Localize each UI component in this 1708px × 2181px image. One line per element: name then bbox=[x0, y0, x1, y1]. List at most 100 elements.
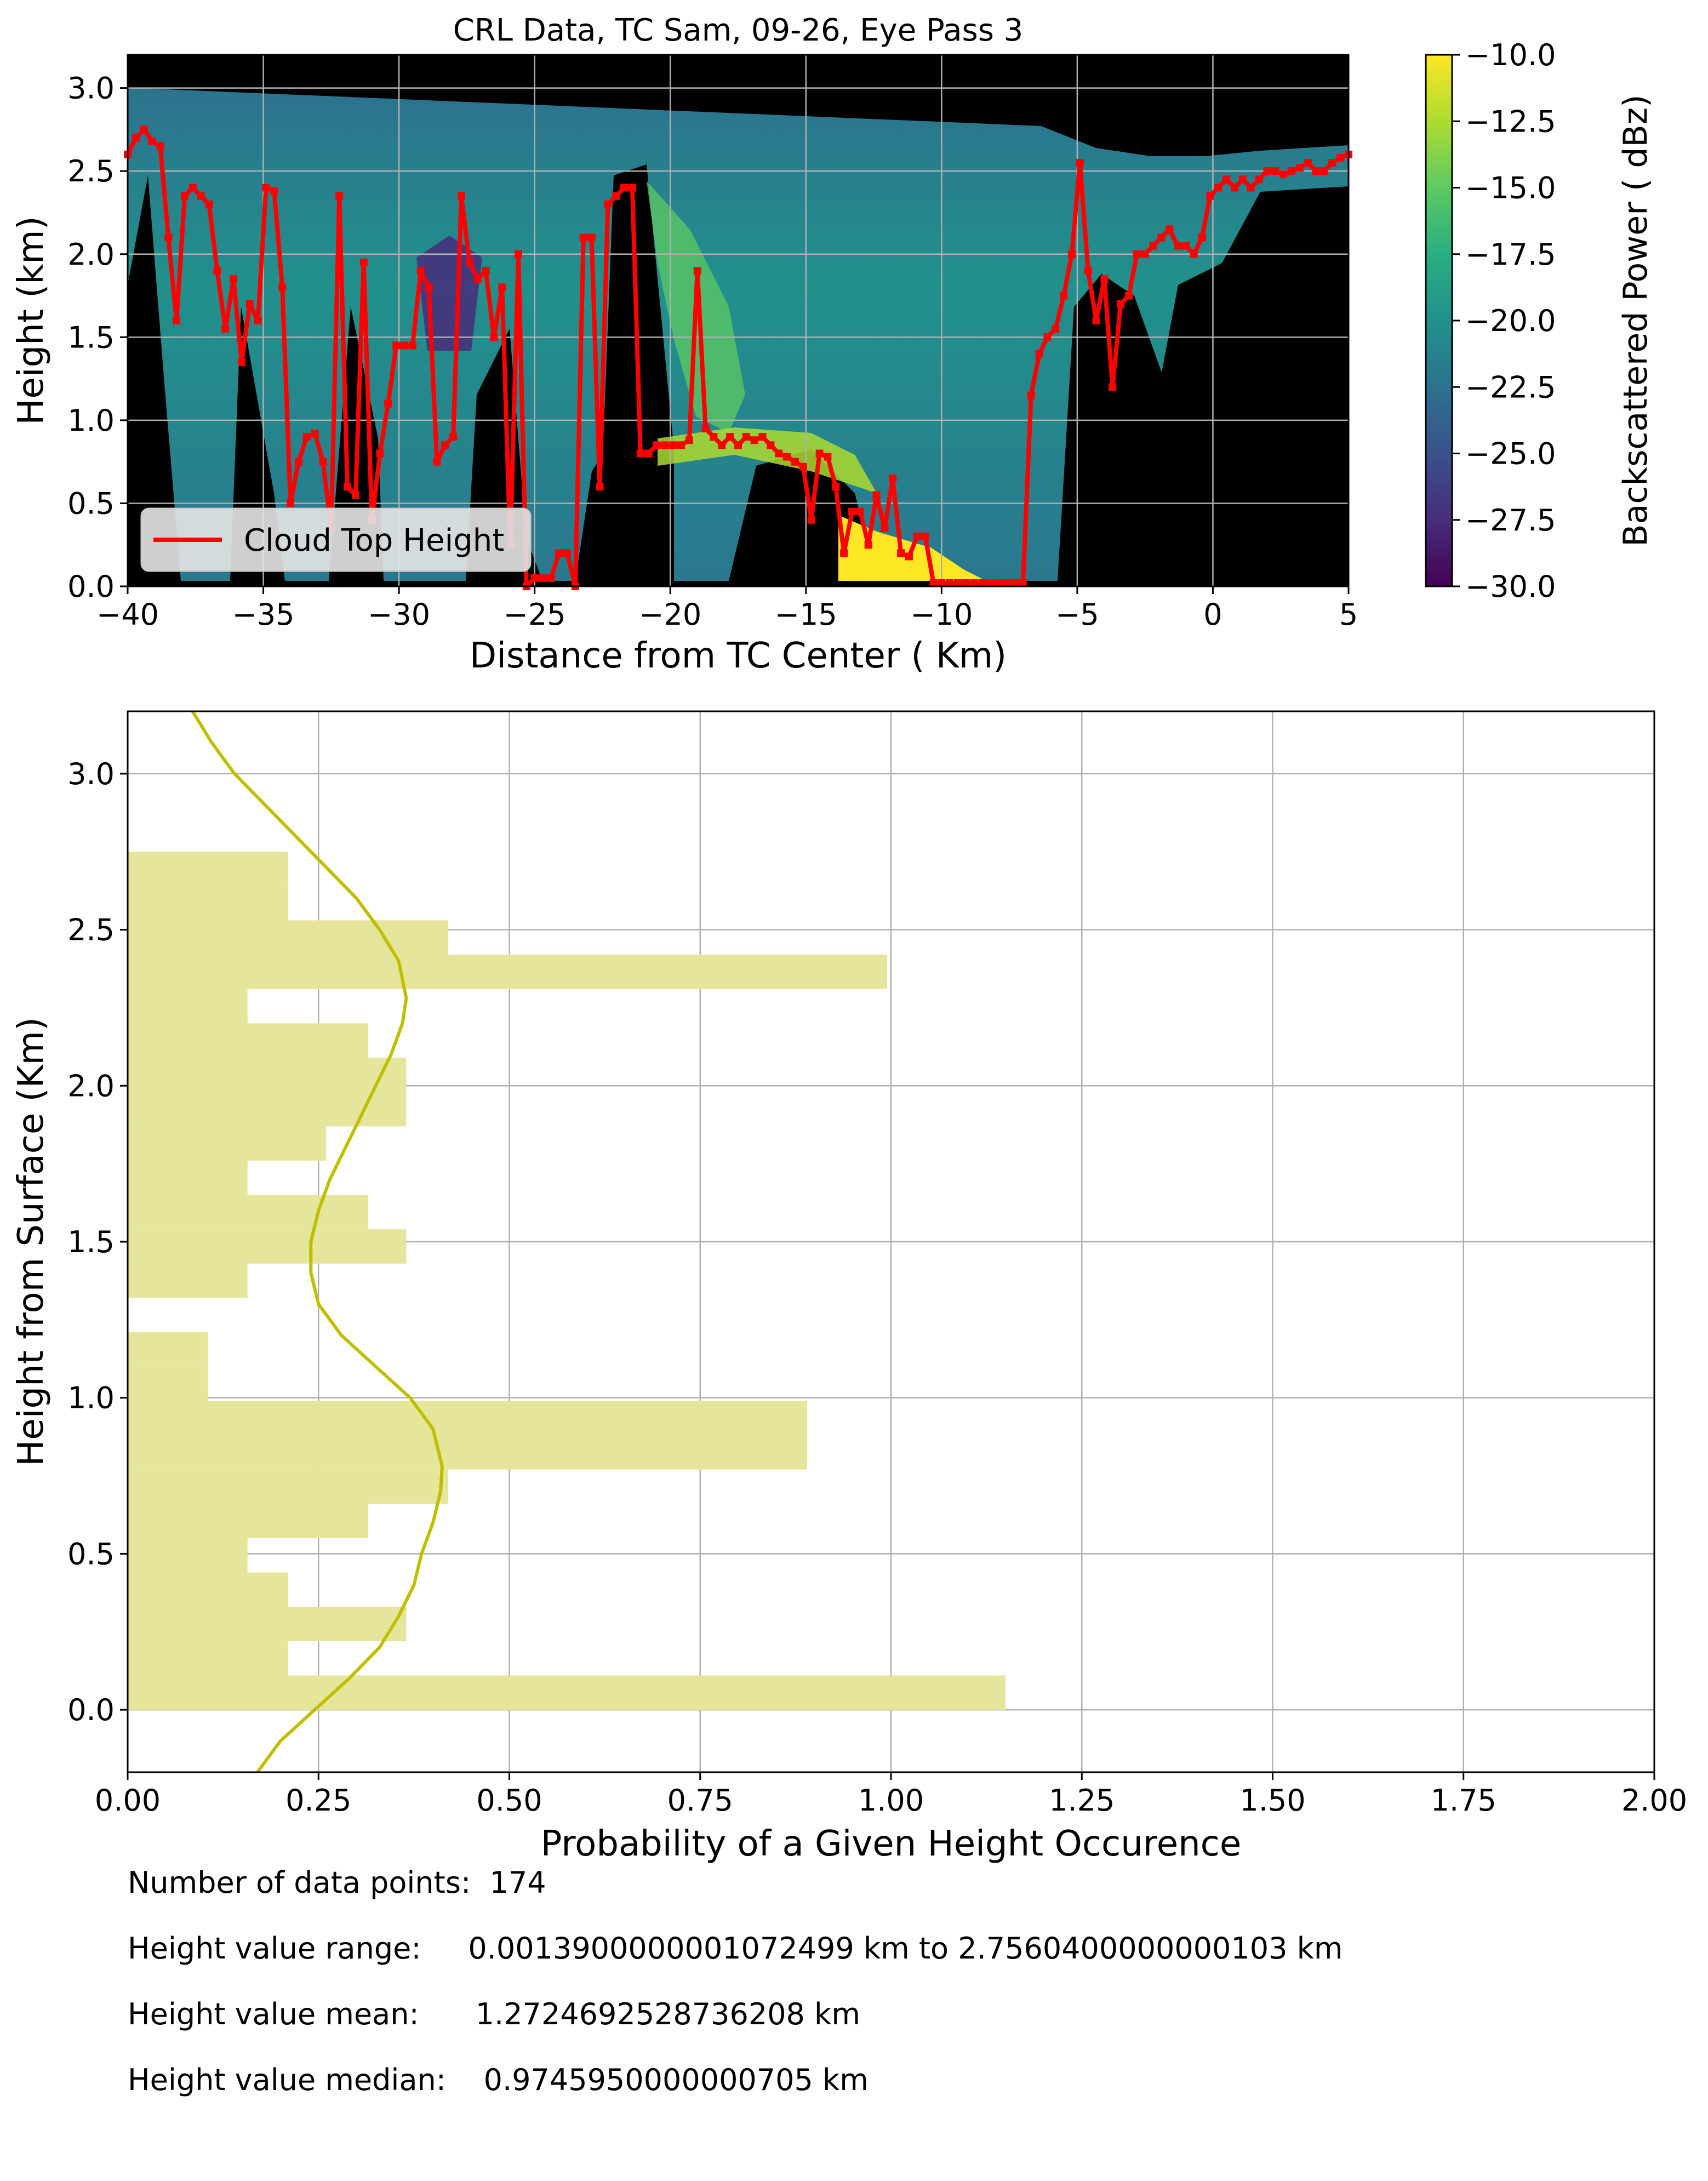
top-legend: Cloud Top Height bbox=[140, 507, 532, 572]
top-y-tick-label: 2.0 bbox=[67, 237, 115, 272]
cloud-top-point bbox=[986, 579, 995, 587]
top-x-tick-label: −30 bbox=[368, 597, 430, 632]
top-x-ticks: −40 −35 −30 −25 −20 −15 −10 −5 0 5 bbox=[96, 586, 1358, 632]
cloud-top-point bbox=[254, 317, 262, 324]
top-y-tick-label: 1.5 bbox=[67, 320, 115, 355]
bottom-y-tick-label: 2.5 bbox=[67, 913, 115, 947]
cloud-top-point bbox=[669, 441, 677, 449]
cloud-top-point bbox=[1076, 159, 1084, 167]
bottom-y-ticks: 0.0 0.5 1.0 1.5 2.0 2.5 3.0 bbox=[67, 757, 128, 1727]
cloud-top-point bbox=[636, 449, 644, 458]
cloud-top-point bbox=[514, 250, 522, 258]
cloud-top-point bbox=[1214, 184, 1223, 192]
cloud-top-point bbox=[604, 200, 612, 208]
cloud-top-point bbox=[807, 516, 815, 524]
cloud-top-point bbox=[864, 541, 872, 549]
cloud-top-point bbox=[783, 453, 791, 461]
cloud-top-point bbox=[881, 524, 889, 532]
cloud-top-point bbox=[555, 549, 563, 557]
cloud-top-point bbox=[1060, 292, 1068, 300]
cloud-top-point bbox=[1336, 153, 1345, 162]
histogram-bar bbox=[128, 989, 248, 1024]
top-y-tick-label: 3.0 bbox=[67, 71, 115, 106]
cloud-top-point bbox=[1124, 292, 1133, 300]
top-x-tick-label: −15 bbox=[775, 597, 837, 632]
cloud-top-point bbox=[929, 579, 938, 587]
cloud-top-point bbox=[1255, 175, 1263, 184]
backscatter-field bbox=[128, 88, 1349, 581]
histogram-bar bbox=[128, 886, 288, 921]
cloud-top-point bbox=[946, 579, 954, 587]
top-y-tick-label: 0.5 bbox=[67, 486, 115, 521]
bottom-plot-area bbox=[127, 710, 1655, 1773]
histogram-bar bbox=[128, 852, 288, 886]
cloud-top-point bbox=[995, 579, 1003, 587]
stat-mean-label: Height value mean: bbox=[128, 1997, 419, 2031]
stat-median-label: Height value median: bbox=[128, 2063, 446, 2097]
top-x-tick-label: 5 bbox=[1339, 597, 1358, 632]
bottom-x-tick-label: 0.75 bbox=[667, 1783, 733, 1818]
stat-count-label: Number of data points: bbox=[128, 1865, 471, 1900]
colorbar-tick-label: −27.5 bbox=[1465, 503, 1556, 538]
cloud-top-point bbox=[221, 325, 230, 333]
colorbar-label: Backscattered Power ( dBz) bbox=[1616, 94, 1655, 546]
colorbar-tick-label: −30.0 bbox=[1465, 569, 1556, 604]
bottom-x-ticks: 0.00 0.25 0.50 0.75 1.00 1.25 1.50 1.75 2.00 bbox=[95, 1772, 1687, 1818]
cloud-top-point bbox=[547, 574, 555, 582]
cloud-top-point bbox=[913, 533, 921, 541]
cloud-top-point bbox=[490, 333, 498, 341]
cloud-top-point bbox=[840, 549, 848, 557]
histogram-bar bbox=[128, 1538, 248, 1573]
histogram-bar bbox=[128, 1641, 288, 1676]
histogram-bar bbox=[128, 1504, 368, 1538]
cloud-top-point bbox=[1247, 184, 1255, 192]
cloud-top-point bbox=[408, 341, 416, 350]
cloud-top-point bbox=[1271, 167, 1279, 175]
cloud-top-point bbox=[856, 507, 864, 516]
stat-range-label: Height value range: bbox=[128, 1931, 421, 1966]
cloud-top-point bbox=[1174, 242, 1182, 250]
colorbar: −30.0 −27.5 −25.0 −22.5 −20.0 −17.5 −15.0 −12.5… bbox=[1425, 38, 1655, 604]
bottom-y-tick-label: 0.0 bbox=[67, 1693, 115, 1727]
cloud-top-point bbox=[1109, 383, 1117, 391]
cloud-top-point bbox=[384, 399, 392, 408]
cloud-top-point bbox=[767, 441, 775, 449]
cloud-top-point bbox=[344, 483, 352, 491]
density-curve bbox=[191, 710, 444, 1773]
histogram-bar bbox=[128, 1263, 248, 1298]
bottom-y-tick-label: 1.5 bbox=[67, 1225, 115, 1259]
cloud-top-point bbox=[205, 200, 213, 208]
cloud-top-point bbox=[1198, 233, 1206, 242]
cloud-top-point bbox=[1238, 175, 1247, 184]
top-y-ticks: 0.0 0.5 1.0 1.5 2.0 2.5 3.0 bbox=[67, 71, 128, 604]
cloud-top-point bbox=[734, 441, 742, 449]
cloud-top-point bbox=[351, 491, 359, 499]
legend-label: Cloud Top Height bbox=[244, 523, 504, 558]
colorbar-tick-label: −10.0 bbox=[1465, 38, 1556, 72]
cloud-top-point bbox=[230, 275, 238, 283]
cloud-top-point bbox=[726, 433, 734, 441]
cloud-top-point bbox=[1279, 170, 1288, 179]
histogram-bar bbox=[128, 1572, 288, 1607]
cloud-top-point bbox=[962, 579, 970, 587]
stat-mean: Height value mean: 1.2724692528736208 km bbox=[128, 1997, 860, 2031]
cloud-top-point bbox=[677, 441, 686, 449]
cloud-top-point bbox=[1027, 391, 1035, 399]
cloud-top-point bbox=[173, 317, 181, 324]
cloud-top-point bbox=[978, 579, 986, 587]
cloud-top-point bbox=[872, 491, 881, 499]
bottom-x-tick-label: 0.25 bbox=[285, 1783, 351, 1818]
cloud-top-point bbox=[188, 184, 197, 192]
top-plot-frame bbox=[127, 54, 1350, 587]
cloud-top-point bbox=[262, 184, 270, 192]
cloud-top-point bbox=[530, 574, 539, 582]
top-x-axis-label: Distance from TC Center ( Km) bbox=[470, 636, 1007, 676]
cloud-top-point bbox=[278, 283, 287, 292]
bottom-y-tick-label: 0.5 bbox=[67, 1537, 115, 1571]
colorbar-tick-label: −12.5 bbox=[1465, 104, 1556, 139]
cloud-top-point bbox=[335, 192, 344, 200]
cloud-top-point bbox=[921, 533, 929, 541]
cloud-top-point bbox=[1067, 250, 1076, 258]
bottom-x-tick-label: 1.75 bbox=[1431, 1783, 1496, 1818]
cloud-top-point bbox=[897, 549, 905, 557]
